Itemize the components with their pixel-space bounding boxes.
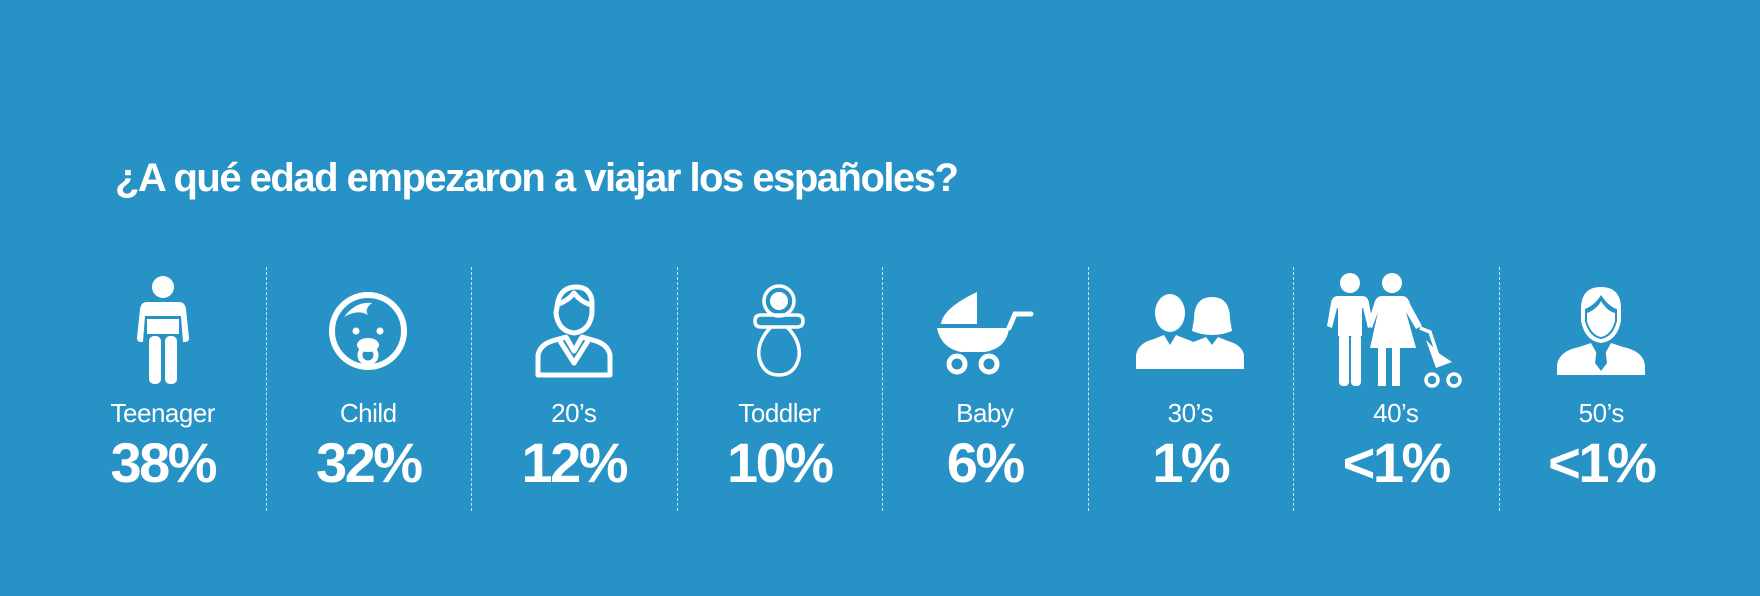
young-man-icon xyxy=(471,265,677,397)
stat-teenager: Teenager 38% xyxy=(60,265,266,515)
couple-icon xyxy=(1088,265,1294,397)
page-title: ¿A qué edad empezaron a viajar los españ… xyxy=(115,156,959,200)
stat-40s: 40’s <1% xyxy=(1293,265,1499,515)
stat-child: Child 32% xyxy=(265,265,472,515)
stat-label: Teenager xyxy=(110,398,216,428)
stat-label: 40’s xyxy=(1373,398,1419,428)
stat-value: <1% xyxy=(1548,431,1657,494)
stat-label: Toddler xyxy=(738,398,821,428)
stat-label: 30’s xyxy=(1167,398,1214,428)
stat-value: 1% xyxy=(1152,431,1230,494)
stat-value: <1% xyxy=(1342,431,1452,494)
stat-toddler: Toddler 10% xyxy=(676,265,883,515)
pacifier-icon xyxy=(677,265,883,397)
stat-value: 10% xyxy=(726,431,834,494)
stat-label: Baby xyxy=(956,398,1014,428)
child-face-icon xyxy=(266,265,472,397)
stat-value: 32% xyxy=(315,431,423,494)
family-stroller-icon xyxy=(1293,265,1499,397)
stat-baby: Baby 6% xyxy=(882,265,1088,515)
stat-value: 6% xyxy=(946,431,1025,494)
teenager-icon xyxy=(60,265,266,397)
age-stats-row: Teenager 38% Child 32% 20’ xyxy=(60,265,1657,515)
stat-20s: 20’s 12% xyxy=(471,265,677,515)
stat-value: 12% xyxy=(521,431,628,494)
businessman-icon xyxy=(1499,265,1705,397)
pram-icon xyxy=(882,265,1088,397)
stat-30s: 30’s 1% xyxy=(1087,265,1294,515)
stat-label: 20’s xyxy=(551,398,597,428)
stat-50s: 50’s <1% xyxy=(1498,265,1705,515)
stat-label: 50’s xyxy=(1578,398,1625,428)
stat-value: 38% xyxy=(110,431,217,494)
stat-label: Child xyxy=(339,398,397,428)
